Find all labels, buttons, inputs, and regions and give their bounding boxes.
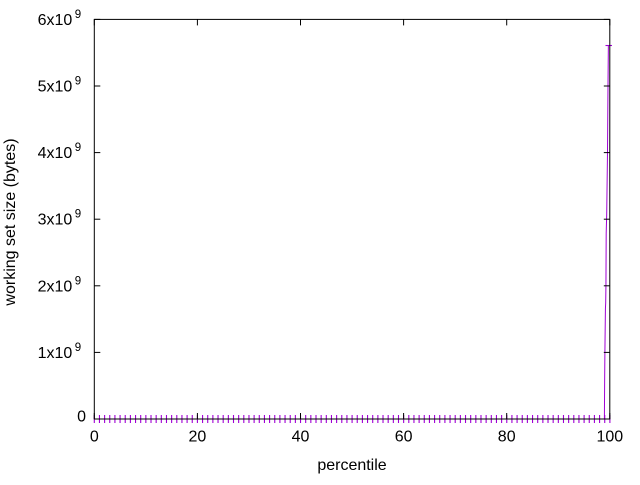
svg-text:3x10: 3x10 bbox=[38, 212, 73, 229]
svg-text:9: 9 bbox=[75, 142, 81, 154]
svg-text:9: 9 bbox=[75, 209, 81, 221]
svg-text:working set size (bytes): working set size (bytes) bbox=[2, 138, 19, 306]
svg-text:40: 40 bbox=[292, 429, 310, 446]
svg-text:0: 0 bbox=[77, 409, 86, 426]
svg-text:100: 100 bbox=[596, 429, 623, 446]
svg-text:9: 9 bbox=[75, 76, 81, 88]
svg-text:60: 60 bbox=[395, 429, 413, 446]
svg-text:percentile: percentile bbox=[317, 457, 386, 474]
svg-text:9: 9 bbox=[75, 9, 81, 21]
svg-text:9: 9 bbox=[75, 275, 81, 287]
svg-text:80: 80 bbox=[498, 429, 516, 446]
svg-text:0: 0 bbox=[90, 429, 99, 446]
svg-text:20: 20 bbox=[189, 429, 207, 446]
svg-text:6x10: 6x10 bbox=[38, 12, 73, 29]
svg-text:2x10: 2x10 bbox=[38, 278, 73, 295]
svg-text:4x10: 4x10 bbox=[38, 145, 73, 162]
svg-text:9: 9 bbox=[75, 342, 81, 354]
svg-text:1x10: 1x10 bbox=[38, 345, 73, 362]
svg-text:5x10: 5x10 bbox=[38, 79, 73, 96]
